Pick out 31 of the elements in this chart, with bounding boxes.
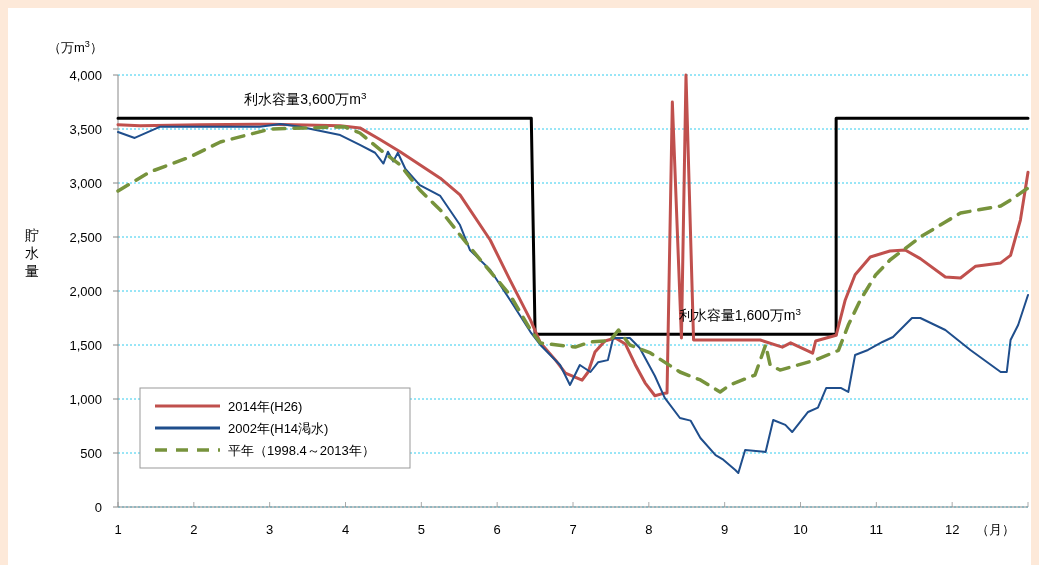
y-tick-label: 2,500 [69,230,102,245]
x-tick-label: 4 [341,522,350,537]
x-tick-label: 10 [793,522,808,537]
legend-label: 2014年(H26) [228,399,303,414]
legend-label: 平年（1998.4～2013年） [228,443,375,458]
y-tick-label: 3,000 [69,176,102,191]
y-axis-title: 貯水量 [25,227,39,279]
x-tick-label: 5 [417,522,425,537]
y-tick-label: 1,000 [69,392,102,407]
x-tick-label: 3 [266,522,274,537]
x-tick-label: 7 [569,522,577,537]
text: （万m$^{3}$） [48,39,103,55]
line-series [117,123,1029,474]
y-tick-label: 4,000 [69,68,102,83]
legend-label: 2002年(H14渇水) [228,421,329,436]
line-series [116,125,1030,394]
y-tick-label: 2,000 [69,284,102,299]
line-series [116,73,1030,398]
y-tick-label: 500 [80,446,102,461]
y-tick-label: 0 [94,500,102,515]
y-tick-label: 3,500 [69,122,102,137]
x-tick-label: 11 [869,522,884,537]
x-tick-label: 6 [493,522,501,537]
x-tick-label: 9 [721,522,729,537]
x-axis-title: （月） [975,522,1015,537]
x-tick-label: 12 [944,522,960,537]
x-tick-label: 8 [645,522,653,537]
annotation: 利水容量3,600万m$^{3}$ [244,89,367,108]
x-tick-label: 2 [190,522,198,537]
y-tick-label: 1,500 [69,338,102,353]
x-tick-label: 1 [114,522,122,537]
